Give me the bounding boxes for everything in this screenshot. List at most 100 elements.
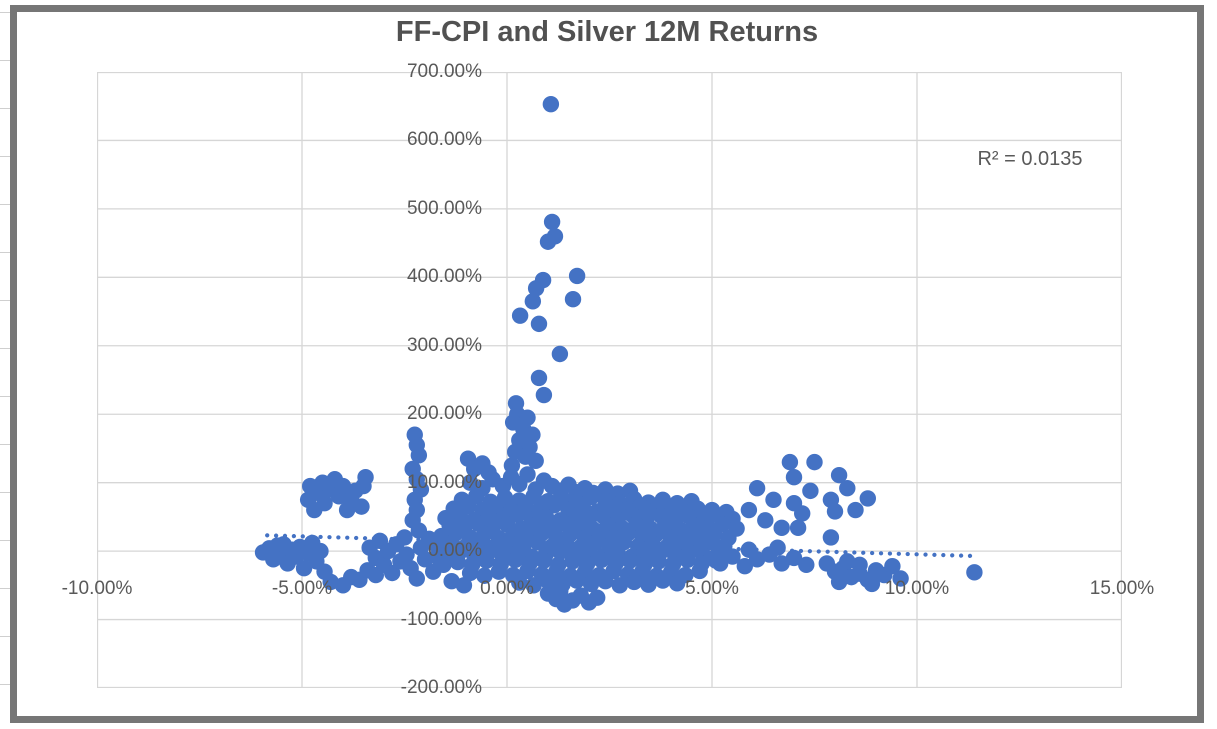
data-point[interactable]: [589, 589, 606, 606]
data-point[interactable]: [410, 447, 428, 464]
data-point[interactable]: [539, 573, 557, 590]
data-point[interactable]: [640, 576, 657, 593]
data-point[interactable]: [830, 466, 848, 484]
data-point[interactable]: [322, 573, 339, 591]
data-point[interactable]: [789, 519, 807, 537]
data-point[interactable]: [416, 551, 434, 568]
data-point[interactable]: [621, 552, 639, 569]
data-point[interactable]: [455, 577, 473, 594]
data-point[interactable]: [334, 477, 352, 495]
data-point[interactable]: [826, 503, 844, 520]
data-point[interactable]: [736, 557, 753, 575]
data-point[interactable]: [535, 386, 553, 404]
data-point[interactable]: [668, 575, 686, 592]
data-point[interactable]: [527, 452, 544, 469]
data-point[interactable]: [582, 575, 600, 593]
data-point[interactable]: [461, 564, 479, 582]
data-point[interactable]: [511, 574, 528, 591]
data-point[interactable]: [564, 553, 581, 570]
data-point[interactable]: [529, 534, 546, 551]
data-point[interactable]: [443, 573, 460, 590]
data-point[interactable]: [724, 548, 741, 565]
data-point[interactable]: [295, 560, 313, 577]
data-point[interactable]: [785, 468, 803, 486]
data-point[interactable]: [519, 466, 536, 483]
data-point[interactable]: [552, 543, 569, 560]
data-point[interactable]: [839, 553, 856, 570]
data-point[interactable]: [863, 575, 881, 593]
data-point[interactable]: [650, 553, 667, 570]
data-point[interactable]: [830, 573, 848, 591]
data-point[interactable]: [884, 557, 901, 575]
data-point[interactable]: [654, 572, 671, 589]
data-point[interactable]: [316, 495, 333, 512]
data-point[interactable]: [859, 490, 876, 507]
plot-border: [97, 72, 1122, 688]
data-point[interactable]: [781, 453, 799, 471]
data-point[interactable]: [530, 369, 548, 387]
data-point[interactable]: [794, 505, 811, 522]
data-point[interactable]: [712, 555, 729, 572]
data-point[interactable]: [822, 529, 840, 546]
data-point[interactable]: [525, 577, 542, 594]
data-point[interactable]: [564, 291, 582, 308]
data-point[interactable]: [773, 555, 790, 572]
plot-area[interactable]: [97, 72, 1122, 688]
data-point[interactable]: [611, 577, 628, 594]
data-point[interactable]: [625, 573, 643, 591]
data-point[interactable]: [966, 564, 983, 581]
data-point[interactable]: [798, 556, 815, 573]
data-point[interactable]: [757, 512, 774, 529]
data-point[interactable]: [535, 552, 553, 569]
data-point[interactable]: [597, 573, 614, 590]
data-point[interactable]: [568, 572, 585, 589]
data-point[interactable]: [839, 479, 856, 497]
data-point[interactable]: [543, 213, 561, 231]
data-point[interactable]: [449, 553, 466, 571]
data-point[interactable]: [490, 563, 507, 580]
data-point[interactable]: [773, 519, 790, 537]
data-point[interactable]: [740, 541, 758, 558]
data-point[interactable]: [353, 498, 370, 515]
data-point[interactable]: [530, 315, 548, 333]
data-point[interactable]: [476, 567, 493, 584]
data-point[interactable]: [851, 565, 868, 582]
data-point[interactable]: [527, 280, 545, 297]
data-point[interactable]: [357, 468, 374, 486]
data-point[interactable]: [568, 267, 586, 285]
data-point[interactable]: [847, 501, 864, 519]
data-point[interactable]: [552, 582, 569, 600]
data-point[interactable]: [312, 542, 329, 560]
data-point[interactable]: [437, 545, 454, 563]
data-point[interactable]: [785, 549, 803, 567]
data-point[interactable]: [451, 507, 469, 524]
data-point[interactable]: [769, 539, 786, 556]
data-point[interactable]: [408, 570, 425, 587]
data-point[interactable]: [524, 426, 541, 443]
data-point[interactable]: [740, 501, 758, 519]
data-point[interactable]: [806, 453, 823, 471]
data-point[interactable]: [461, 474, 479, 491]
data-point[interactable]: [519, 562, 536, 580]
data-point[interactable]: [748, 479, 766, 497]
data-point[interactable]: [396, 529, 413, 546]
data-point[interactable]: [542, 95, 560, 113]
data-point[interactable]: [679, 551, 696, 569]
data-point[interactable]: [551, 345, 569, 363]
data-point[interactable]: [398, 546, 415, 563]
data-point[interactable]: [503, 457, 521, 474]
data-point[interactable]: [509, 506, 526, 524]
data-point[interactable]: [511, 307, 529, 324]
chart-frame[interactable]: [10, 5, 1204, 723]
data-point[interactable]: [384, 564, 401, 582]
data-point[interactable]: [545, 497, 563, 514]
data-point[interactable]: [691, 562, 708, 580]
data-point[interactable]: [802, 482, 819, 500]
data-point[interactable]: [593, 551, 610, 569]
data-point[interactable]: [507, 551, 524, 569]
data-point[interactable]: [765, 491, 782, 508]
data-point[interactable]: [539, 233, 557, 250]
data-point[interactable]: [478, 552, 495, 569]
data-point[interactable]: [524, 293, 542, 310]
data-point[interactable]: [892, 570, 909, 587]
